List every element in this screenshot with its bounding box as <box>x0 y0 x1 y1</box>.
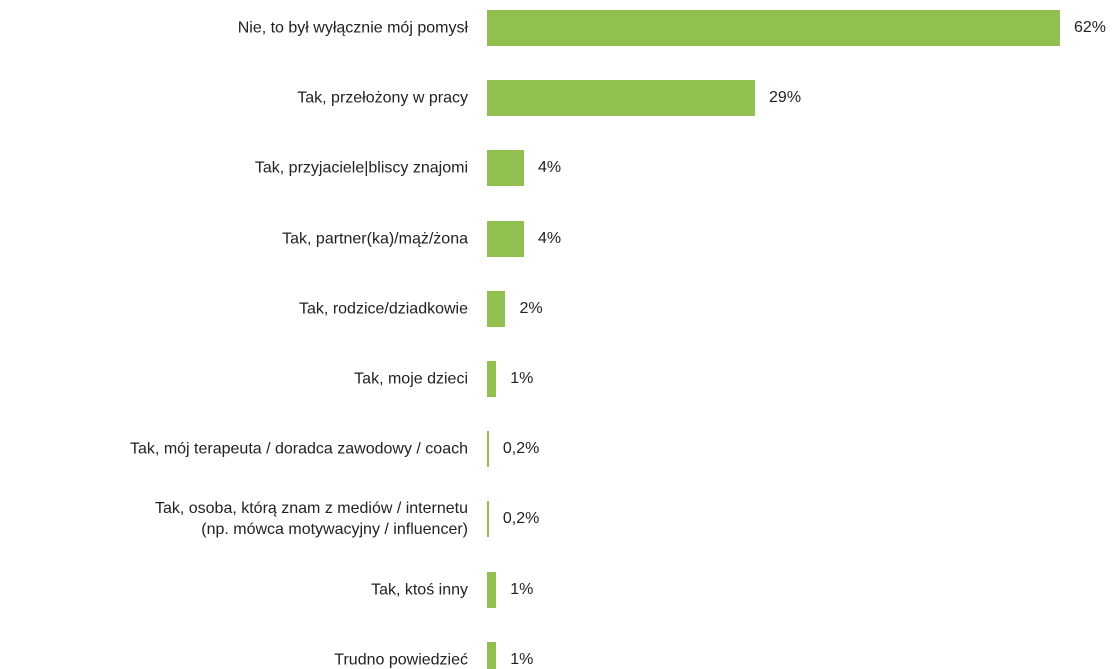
bar <box>487 150 524 187</box>
value-label: 0,2% <box>502 440 540 458</box>
category-label: Tak, rodzice/dziadkowie <box>299 300 468 318</box>
bar <box>487 10 1060 46</box>
bar <box>487 431 489 468</box>
value-label: 1% <box>510 370 534 387</box>
bar <box>487 501 489 538</box>
value-label: 4% <box>537 229 562 247</box>
category-label: Nie, to był wyłącznie mój pomysł <box>237 19 468 37</box>
category-label: Tak, mój terapeuta / doradca zawodowy / … <box>130 440 468 458</box>
bar <box>487 290 506 327</box>
category-label: Tak, partner(ka)/mąż/żona <box>282 230 468 248</box>
category-label: Tak, ktoś inny <box>371 581 468 599</box>
category-label: Tak, moje dzieci <box>354 370 468 388</box>
value-label: 62% <box>1074 19 1107 36</box>
category-label: Tak, przełożony w pracy <box>297 89 468 107</box>
value-label: 1% <box>510 650 534 668</box>
bar <box>487 571 497 608</box>
category-label: Tak, osoba, którą znam z mediów / intern… <box>154 500 468 539</box>
category-label: Tak, przyjaciele|bliscy znajomi <box>254 159 468 177</box>
value-label: 29% <box>769 89 802 107</box>
value-label: 4% <box>537 159 562 177</box>
bar <box>487 80 756 117</box>
bar <box>487 220 524 257</box>
value-label: 1% <box>510 580 534 598</box>
value-label: 0,2% <box>502 510 540 528</box>
category-label: Trudno powiedzieć <box>334 651 468 669</box>
bar <box>487 361 497 397</box>
bar <box>487 641 497 669</box>
value-label: 2% <box>519 299 543 317</box>
